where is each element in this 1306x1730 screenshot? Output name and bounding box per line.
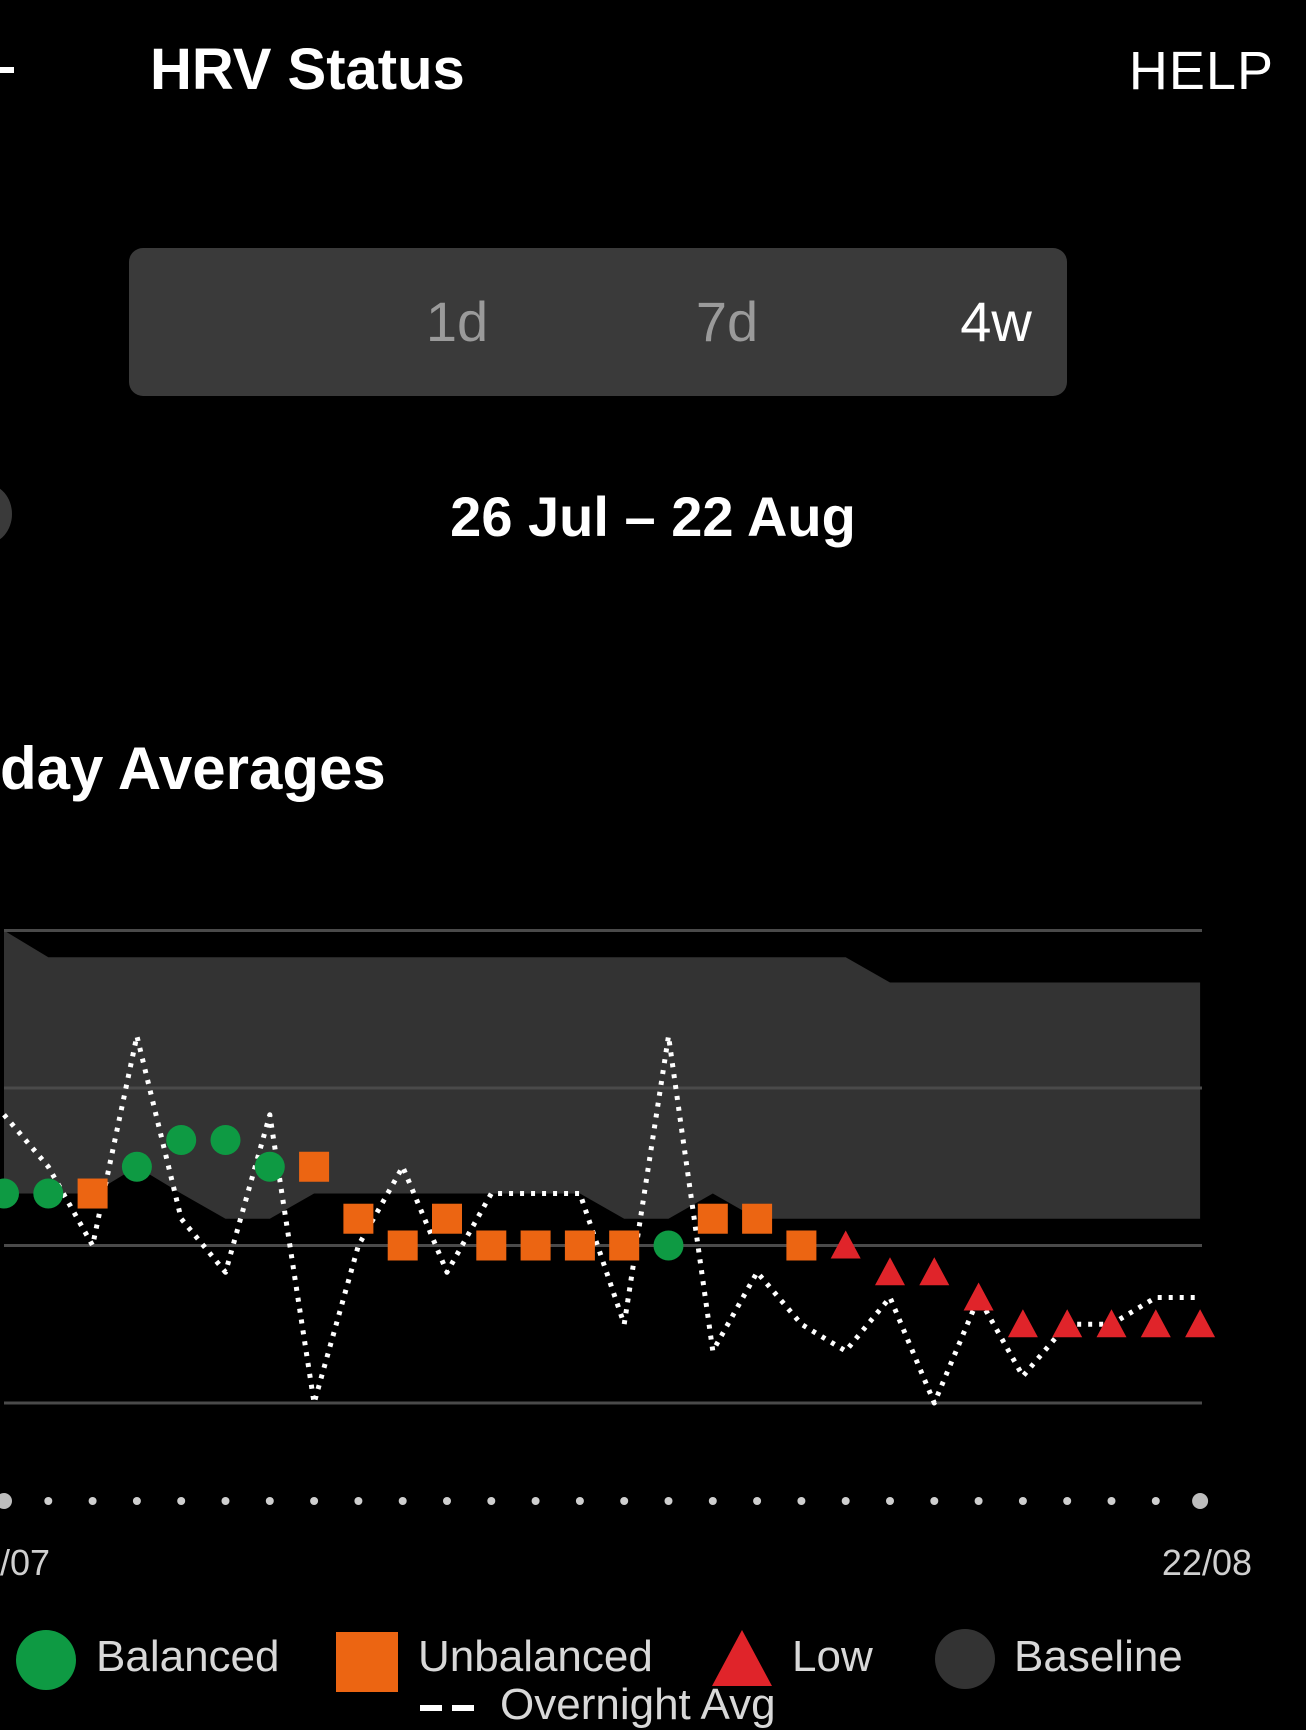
range-option-7d[interactable]: 7d — [695, 290, 759, 353]
day-tick — [841, 1497, 850, 1505]
day-tick — [132, 1497, 141, 1505]
day-tick — [1018, 1497, 1027, 1505]
legend-unbalanced-label: Unbalanced — [418, 1632, 653, 1681]
low-point — [1052, 1309, 1083, 1338]
day-tick — [664, 1497, 673, 1505]
day-tick — [1107, 1497, 1116, 1505]
section-title: day Averages — [0, 735, 386, 802]
legend-baseline-label: Baseline — [1014, 1632, 1183, 1681]
day-tick — [398, 1497, 407, 1505]
low-legend-icon — [712, 1630, 772, 1686]
range-option-1d[interactable]: 1d — [425, 290, 489, 353]
unbalanced-point — [476, 1230, 507, 1261]
day-tick — [177, 1497, 186, 1505]
low-point — [1185, 1309, 1216, 1338]
balanced-point — [254, 1151, 285, 1182]
day-tick — [1063, 1497, 1072, 1505]
unbalanced-point — [387, 1230, 418, 1261]
unbalanced-point — [697, 1203, 728, 1234]
day-tick — [487, 1497, 496, 1505]
overnight-avg-legend-icon — [420, 1705, 474, 1711]
unbalanced-point — [77, 1178, 108, 1209]
balanced-legend-icon — [16, 1630, 76, 1690]
baseline-legend-icon — [935, 1629, 995, 1689]
unbalanced-point — [564, 1230, 595, 1261]
low-point — [1096, 1309, 1127, 1338]
range-selector: 1d 7d 4w — [129, 248, 1067, 396]
day-tick — [797, 1497, 806, 1505]
day-tick — [531, 1497, 540, 1505]
day-tick — [354, 1497, 363, 1505]
low-point — [1140, 1309, 1171, 1338]
day-tick — [44, 1497, 53, 1505]
balanced-point — [166, 1124, 197, 1155]
legend-balanced-label: Balanced — [96, 1632, 280, 1681]
day-tick — [930, 1497, 939, 1505]
balanced-point — [121, 1151, 152, 1182]
low-point — [1007, 1309, 1038, 1338]
overnight-avg-line — [2, 1033, 1201, 1406]
legend: Balanced Unbalanced Low Baseline Overnig… — [0, 1600, 1306, 1730]
balanced-point — [33, 1178, 64, 1209]
page-title: HRV Status — [150, 37, 465, 102]
day-tick — [886, 1497, 894, 1505]
balanced-point — [0, 1178, 19, 1209]
unbalanced-point — [786, 1230, 817, 1261]
unbalanced-point — [299, 1151, 330, 1182]
baseline-band — [4, 930, 1201, 1219]
help-button[interactable]: HELP — [1128, 41, 1274, 101]
balanced-point — [653, 1230, 684, 1261]
date-range: 26 Jul – 22 Aug — [450, 485, 856, 548]
day-tick — [1151, 1497, 1160, 1505]
legend-overnight-label: Overnight Avg — [500, 1680, 776, 1729]
day-tick — [620, 1497, 629, 1505]
legend-low-label: Low — [792, 1632, 873, 1681]
unbalanced-point — [742, 1203, 773, 1234]
x-axis-end-label: 22/08 — [1161, 1542, 1252, 1583]
x-axis-start-label: /07 — [0, 1542, 51, 1583]
day-tick — [265, 1497, 274, 1505]
day-tick — [1192, 1493, 1209, 1509]
unbalanced-point — [432, 1203, 462, 1234]
unbalanced-point — [520, 1230, 551, 1261]
day-tick — [443, 1497, 451, 1505]
unbalanced-point — [343, 1203, 374, 1234]
day-tick — [88, 1497, 97, 1505]
day-tick — [221, 1497, 230, 1505]
unbalanced-legend-icon — [336, 1632, 398, 1692]
low-point — [919, 1257, 950, 1286]
day-tick — [753, 1497, 762, 1505]
day-tick — [0, 1493, 12, 1509]
unbalanced-point — [609, 1230, 640, 1261]
back-arrow-icon[interactable] — [0, 40, 18, 100]
low-point — [875, 1257, 905, 1286]
low-point — [963, 1282, 994, 1311]
balanced-point — [210, 1124, 241, 1155]
day-tick — [974, 1497, 983, 1505]
day-tick — [310, 1497, 319, 1505]
day-tick — [575, 1497, 584, 1505]
range-option-4w[interactable]: 4w — [960, 290, 1032, 353]
low-point — [830, 1230, 861, 1259]
day-tick — [708, 1497, 717, 1505]
